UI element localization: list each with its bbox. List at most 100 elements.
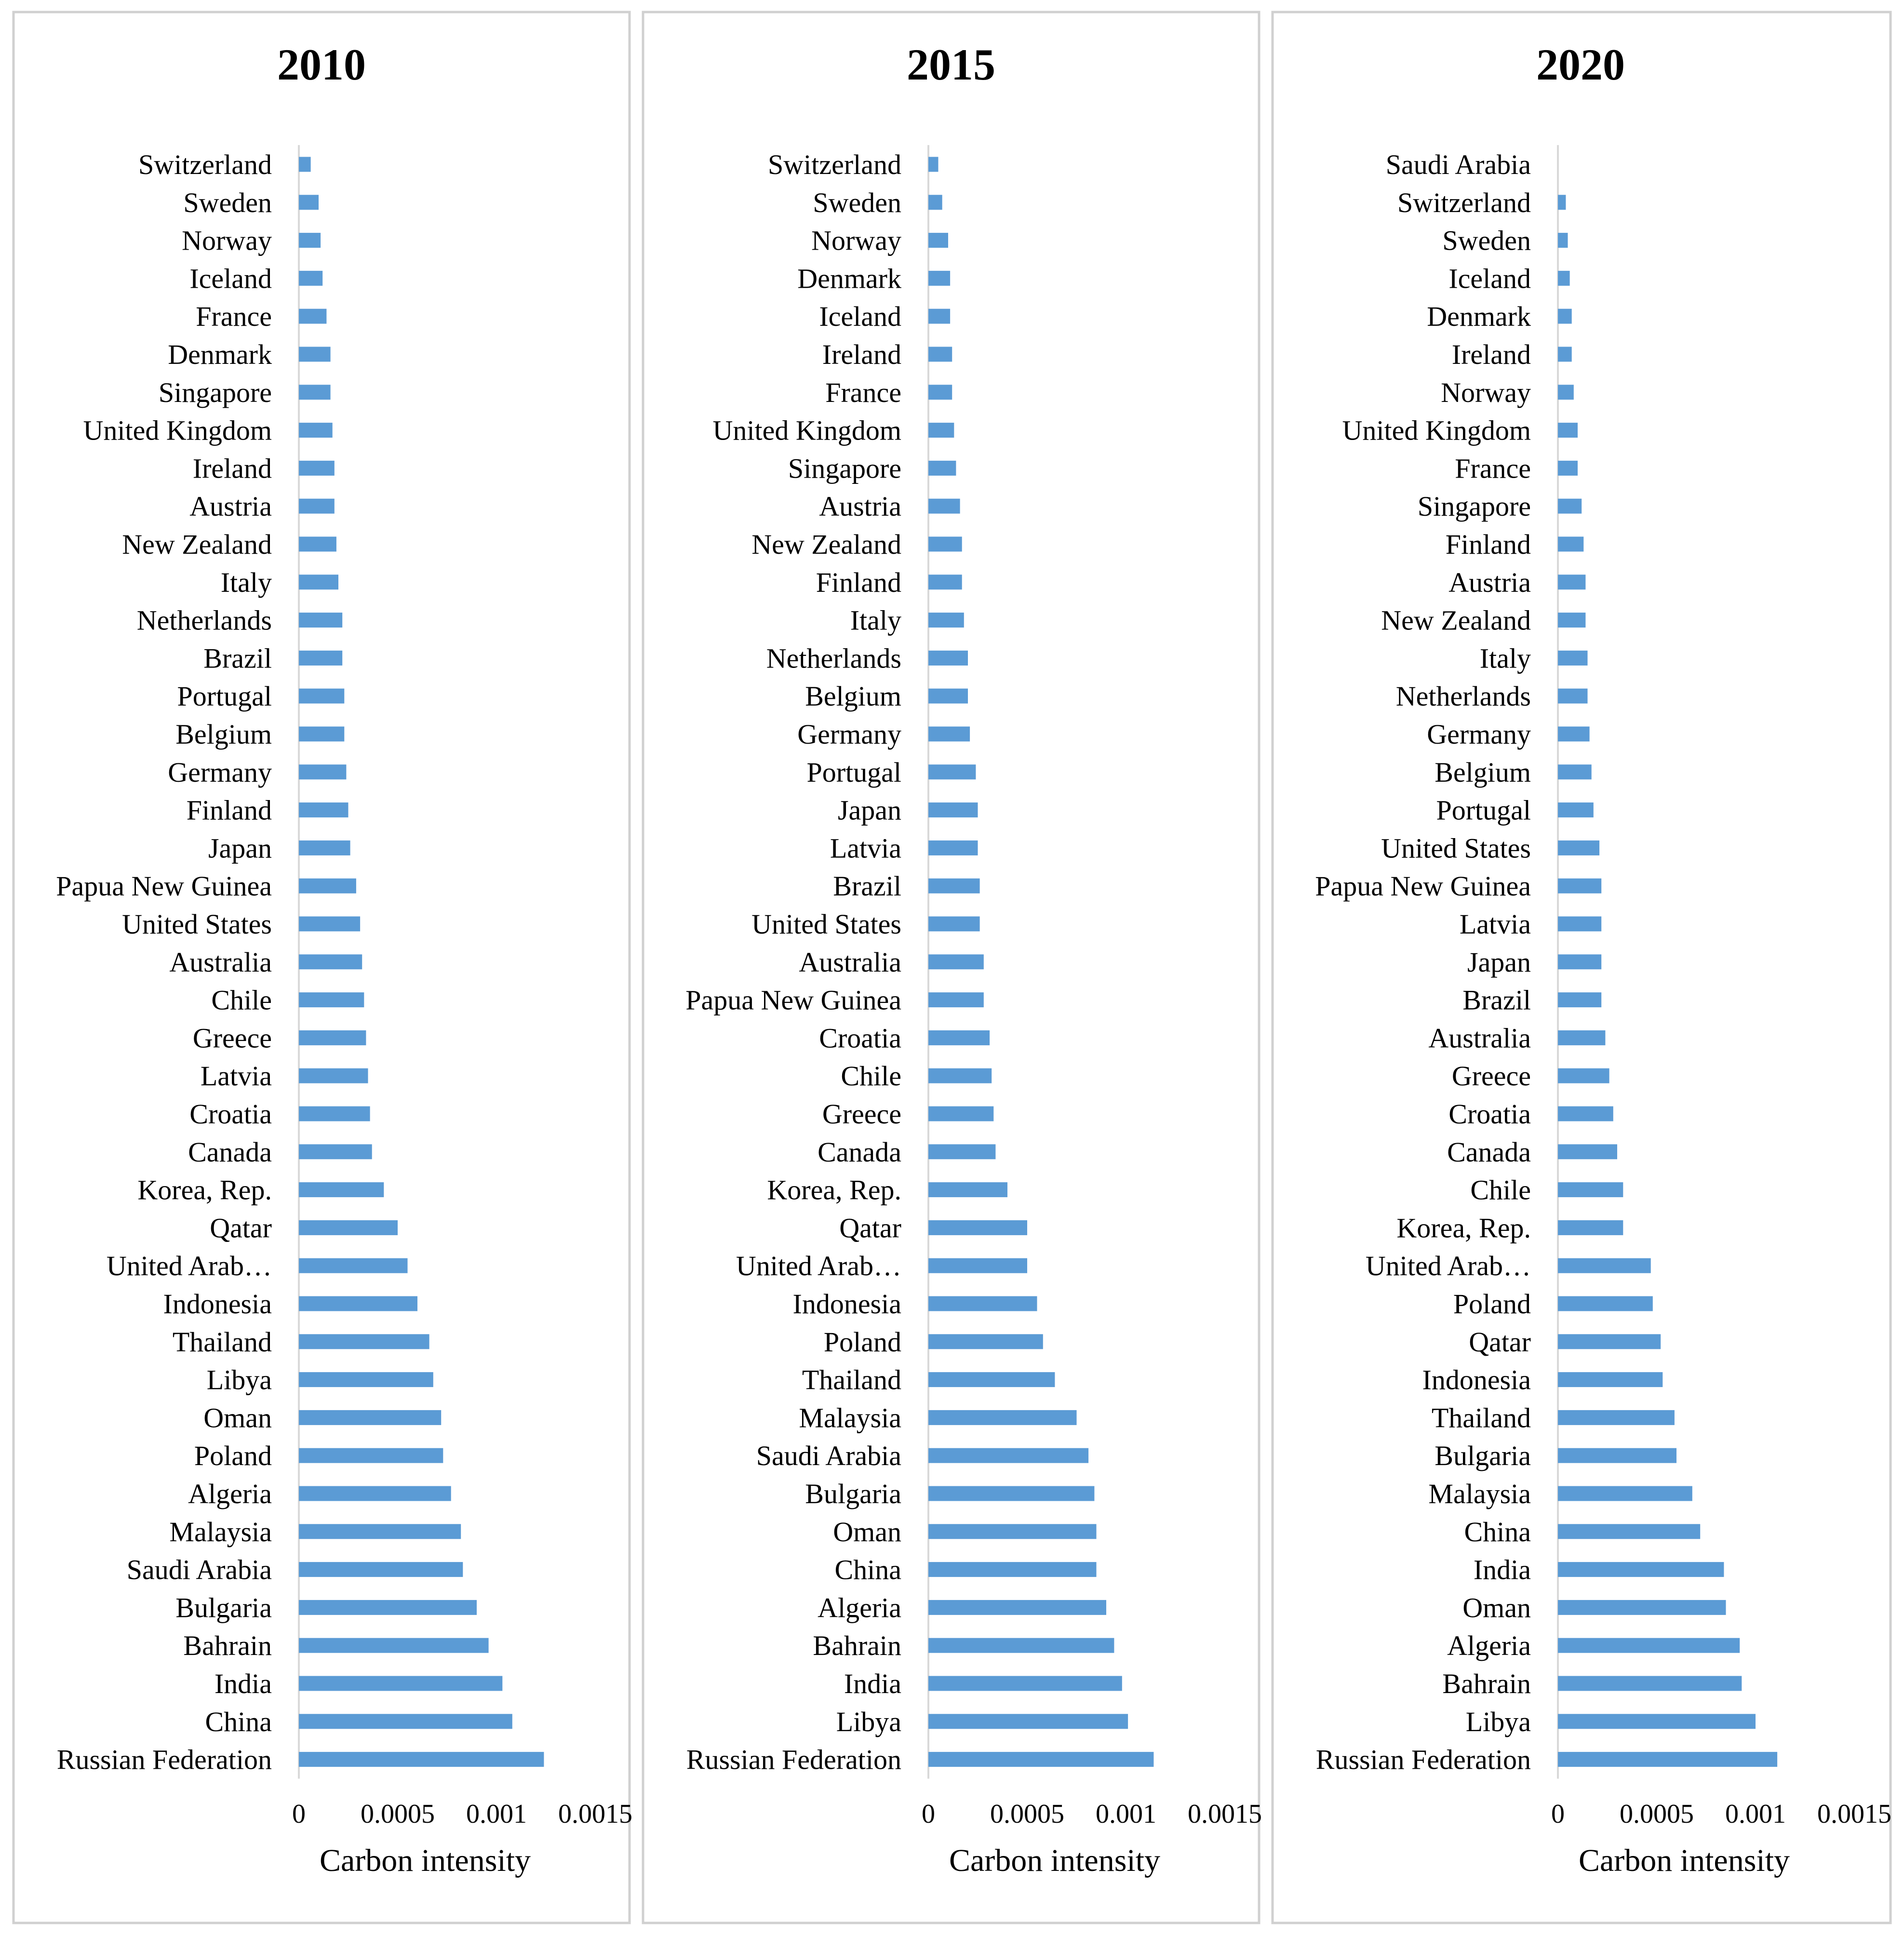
category-label: Malaysia <box>169 1516 272 1548</box>
bar-iceland <box>1558 270 1570 286</box>
category-label: Algeria <box>1447 1630 1531 1661</box>
bar-netherlands <box>1558 688 1588 704</box>
bar-chile <box>299 992 364 1008</box>
bar-latvia <box>1558 916 1602 932</box>
category-label: Libya <box>207 1364 272 1396</box>
bar-united-kingdom <box>928 423 954 438</box>
category-label: Libya <box>1466 1706 1531 1737</box>
bar-qatar <box>928 1220 1027 1235</box>
category-label: Iceland <box>1448 263 1531 294</box>
category-label: Papua New Guinea <box>685 985 901 1016</box>
category-label: India <box>1474 1554 1531 1586</box>
category-label: United Arab… <box>736 1250 901 1281</box>
bar-united-arab <box>299 1258 408 1273</box>
x-tick-label: 0.0015 <box>1188 1799 1262 1829</box>
category-label: New Zealand <box>1381 605 1531 636</box>
bar-greece <box>928 1106 994 1121</box>
category-label: Denmark <box>797 263 901 294</box>
bar-russian-federation <box>1558 1752 1778 1767</box>
category-label: Japan <box>208 832 272 864</box>
bar-bahrain <box>299 1638 489 1653</box>
bar-france <box>299 308 327 324</box>
category-label: Korea, Rep. <box>137 1174 272 1206</box>
category-label: Canada <box>818 1136 901 1168</box>
category-label: Saudi Arabia <box>127 1554 272 1586</box>
bar-russian-federation <box>928 1752 1154 1767</box>
category-label: United Kingdom <box>713 415 901 446</box>
category-label: Iceland <box>189 263 272 294</box>
bar-qatar <box>1558 1334 1661 1349</box>
bar-india <box>299 1676 503 1691</box>
category-label: United States <box>122 908 272 940</box>
bar-india <box>1558 1562 1724 1577</box>
bar-united-states <box>299 916 361 932</box>
bar-portugal <box>1558 802 1594 818</box>
bar-brazil <box>299 650 343 666</box>
category-label: Thailand <box>1432 1402 1531 1433</box>
chart-panel-2015: 2015 Switzerland Sweden Norway Denmark Icelan… <box>642 11 1262 1924</box>
bar-croatia <box>299 1106 370 1121</box>
bar-oman <box>1558 1600 1726 1615</box>
bar-papua-new-guinea <box>928 992 984 1008</box>
bar-netherlands <box>928 650 968 666</box>
x-tick-label: 0.001 <box>1725 1799 1786 1829</box>
category-label: Singapore <box>788 453 901 484</box>
category-label: Chile <box>1470 1174 1531 1206</box>
category-label: Australia <box>1428 1022 1531 1054</box>
bar-libya <box>928 1714 1128 1729</box>
category-label: Indonesia <box>1422 1364 1531 1396</box>
bar-bulgaria <box>299 1600 477 1615</box>
bar-united-states <box>1558 840 1600 855</box>
bar-norway <box>299 233 321 248</box>
category-label: Greece <box>193 1022 272 1054</box>
bar-thailand <box>1558 1410 1675 1425</box>
category-label: China <box>834 1554 901 1586</box>
bar-singapore <box>299 385 331 400</box>
category-label: Indonesia <box>793 1288 902 1320</box>
category-label: Papua New Guinea <box>56 870 272 902</box>
bar-new-zealand <box>299 536 336 552</box>
bar-singapore <box>1558 498 1582 514</box>
bar-papua-new-guinea <box>1558 878 1602 894</box>
bar-algeria <box>1558 1638 1740 1653</box>
x-tick-label: 0.0005 <box>361 1799 435 1829</box>
bar-australia <box>299 954 362 970</box>
bar-brazil <box>1558 992 1602 1008</box>
bar-saudi-arabia <box>928 1448 1089 1463</box>
bar-new-zealand <box>928 536 962 552</box>
bar-indonesia <box>928 1296 1037 1311</box>
category-label: Saudi Arabia <box>756 1440 901 1471</box>
bar-switzerland <box>928 157 939 172</box>
bar-china <box>928 1562 1097 1577</box>
category-label: Denmark <box>168 339 272 370</box>
category-label: Latvia <box>201 1060 272 1092</box>
bar-united-states <box>928 916 980 932</box>
category-label: Sweden <box>1442 225 1531 256</box>
x-axis-title: Carbon intensity <box>949 1843 1160 1878</box>
bar-chile <box>928 1068 992 1083</box>
bar-belgium <box>299 726 345 742</box>
bar-indonesia <box>1558 1372 1663 1388</box>
bar-brazil <box>928 878 980 894</box>
category-label: China <box>205 1706 272 1737</box>
bar-japan <box>299 840 350 855</box>
bar-india <box>928 1676 1122 1691</box>
category-label: Austria <box>1448 567 1531 598</box>
bar-australia <box>928 954 984 970</box>
category-label: Qatar <box>839 1212 901 1243</box>
bar-greece <box>299 1030 366 1045</box>
category-label: Croatia <box>189 1098 272 1130</box>
bar-united-kingdom <box>299 423 333 438</box>
bar-japan <box>928 802 978 818</box>
bar-japan <box>1558 954 1602 970</box>
bar-denmark <box>1558 308 1572 324</box>
category-label: United States <box>751 908 901 940</box>
bar-malaysia <box>1558 1486 1692 1501</box>
bar-ireland <box>1558 347 1572 362</box>
bar-croatia <box>1558 1106 1613 1121</box>
category-label: Finland <box>816 567 901 598</box>
bar-libya <box>1558 1714 1756 1729</box>
category-label: Iceland <box>819 301 901 332</box>
bar-austria <box>1558 574 1586 590</box>
